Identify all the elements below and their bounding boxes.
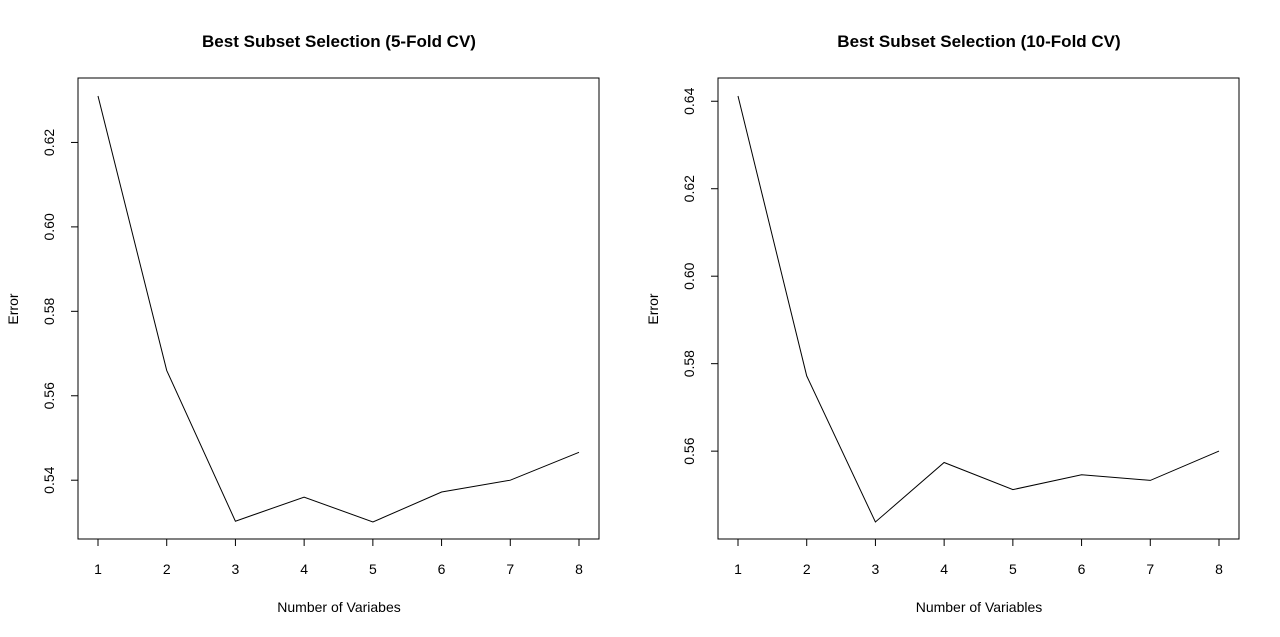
- y-tick-label: 0.62: [41, 129, 57, 156]
- y-tick-label: 0.56: [681, 437, 697, 464]
- y-axis: 0.54 0.56 0.58 0.60 0.62: [41, 129, 79, 494]
- series-line: [97, 95, 580, 523]
- x-tick-label: 1: [734, 561, 742, 577]
- y-axis-label: Error: [645, 293, 661, 324]
- plot-frame: [77, 77, 600, 540]
- x-tick-label: 2: [163, 561, 171, 577]
- x-axis: 1 2 3 4 5 6 7 8: [734, 538, 1223, 577]
- series-line-group: [737, 95, 1220, 523]
- y-tick-label: 0.62: [681, 175, 697, 202]
- y-tick-label: 0.54: [41, 466, 57, 493]
- panel-10-fold: Best Subset Selection (10-Fold CV) Numbe…: [645, 32, 1240, 615]
- y-tick-label: 0.60: [681, 262, 697, 289]
- series-line: [737, 95, 1220, 523]
- x-tick-label: 4: [300, 561, 308, 577]
- x-axis-label: Number of Variables: [916, 599, 1043, 615]
- x-tick-label: 6: [1078, 561, 1086, 577]
- y-axis-label: Error: [5, 293, 21, 324]
- y-tick-label: 0.58: [681, 350, 697, 377]
- x-tick-label: 8: [1215, 561, 1223, 577]
- x-tick-label: 7: [1146, 561, 1154, 577]
- chart-title: Best Subset Selection (5-Fold CV): [202, 32, 476, 51]
- x-axis-label: Number of Variabes: [277, 599, 400, 615]
- x-tick-label: 5: [1009, 561, 1017, 577]
- x-tick-label: 2: [803, 561, 811, 577]
- panel-5-fold: Best Subset Selection (5-Fold CV) Number…: [5, 32, 600, 615]
- x-tick-label: 3: [232, 561, 240, 577]
- y-tick-label: 0.60: [41, 213, 57, 240]
- x-tick-label: 1: [94, 561, 102, 577]
- x-tick-label: 5: [369, 561, 377, 577]
- x-tick-label: 6: [438, 561, 446, 577]
- y-tick-label: 0.56: [41, 382, 57, 409]
- plot-frame: [717, 77, 1240, 540]
- y-tick-label: 0.58: [41, 297, 57, 324]
- y-axis: 0.56 0.58 0.60 0.62 0.64: [681, 87, 719, 465]
- x-tick-label: 7: [506, 561, 514, 577]
- y-tick-label: 0.64: [681, 87, 697, 114]
- series-line-group: [97, 95, 580, 523]
- x-axis: 1 2 3 4 5 6 7 8: [94, 538, 583, 577]
- chart-title: Best Subset Selection (10-Fold CV): [837, 32, 1120, 51]
- x-tick-label: 8: [575, 561, 583, 577]
- x-tick-label: 3: [872, 561, 880, 577]
- x-tick-label: 4: [940, 561, 948, 577]
